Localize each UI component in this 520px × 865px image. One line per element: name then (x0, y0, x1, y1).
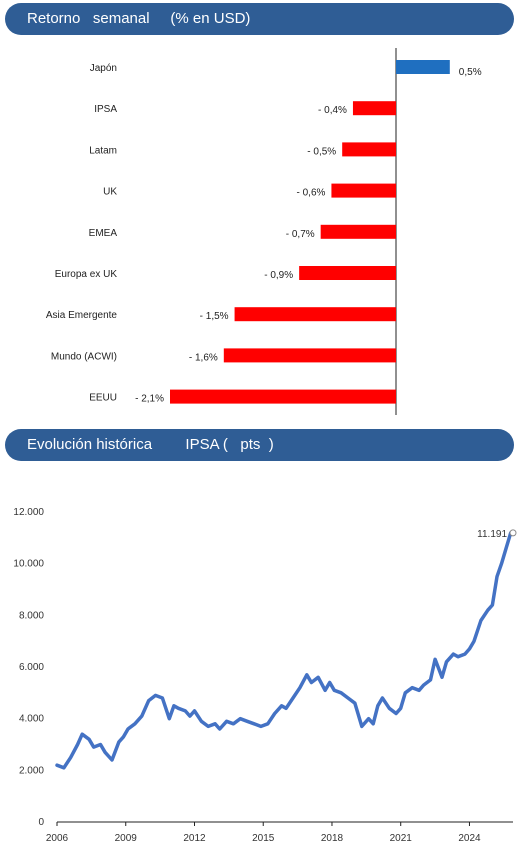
category-label-7: Mundo (ACWI) (51, 351, 117, 362)
last-value-marker (509, 529, 517, 537)
x-tick-label-4: 2018 (321, 833, 344, 844)
category-label-1: IPSA (94, 104, 117, 115)
y-tick-label-2: 4.000 (19, 714, 44, 725)
y-tick-label-3: 6.000 (19, 662, 44, 673)
weekly-return-title: Retorno semanal (% en USD) (27, 10, 251, 27)
data-label-0: 0,5% (459, 67, 482, 78)
y-tick-label-6: 12.000 (13, 507, 44, 518)
ipsa-history-title: Evolución histórica IPSA ( pts ) (27, 436, 274, 453)
bar-4 (320, 224, 396, 239)
category-label-8: EEUU (89, 393, 117, 404)
bar-5 (299, 266, 396, 280)
bar-8 (170, 389, 396, 404)
weekly-return-bar-chart: Japón 0,5% IPSA - 0,4% Latam - 0,5% UK - 0,6% EM… (46, 48, 482, 415)
weekly-return-banner: Retorno semanal (% en USD) (5, 3, 514, 35)
data-label-1: - 0,4% (318, 105, 347, 116)
x-tick-label-5: 2021 (390, 833, 413, 844)
category-label-6: Asia Emergente (46, 310, 118, 321)
data-label-6: - 1,5% (200, 311, 229, 322)
y-tick-label-5: 10.000 (13, 559, 44, 570)
bar-2 (342, 142, 396, 157)
x-tick-label-0: 2006 (46, 833, 69, 844)
ipsa-history-line-chart: 0 2.000 4.000 6.000 8.000 10.000 12.000 2006 200… (13, 507, 517, 844)
bar-0 (396, 60, 450, 74)
category-label-4: EMEA (89, 228, 118, 239)
data-label-7: - 1,6% (189, 352, 218, 363)
x-tick-label-2: 2012 (183, 833, 206, 844)
bar-7 (223, 348, 396, 363)
data-label-5: - 0,9% (264, 270, 293, 281)
ipsa-series-line (55, 531, 515, 770)
data-label-2: - 0,5% (307, 146, 336, 157)
ipsa-history-banner: Evolución histórica IPSA ( pts ) (5, 429, 514, 461)
category-label-5: Europa ex UK (55, 269, 118, 280)
y-tick-label-0: 0 (38, 817, 44, 828)
category-label-3: UK (103, 187, 117, 198)
bar-6 (234, 307, 396, 322)
x-tick-label-1: 2009 (115, 833, 138, 844)
bar-3 (331, 183, 396, 198)
data-label-4: - 0,7% (286, 229, 315, 240)
y-tick-label-1: 2.000 (19, 765, 44, 776)
category-label-0: Japón (90, 63, 117, 74)
data-label-8: - 2,1% (135, 394, 164, 405)
bar-1 (352, 101, 396, 116)
last-value-annotation: 11.191 (477, 529, 507, 540)
x-tick-label-3: 2015 (252, 833, 275, 844)
category-label-2: Latam (89, 145, 117, 156)
data-label-3: - 0,6% (297, 188, 326, 199)
y-tick-label-4: 8.000 (19, 610, 44, 621)
x-tick-label-6: 2024 (458, 833, 481, 844)
